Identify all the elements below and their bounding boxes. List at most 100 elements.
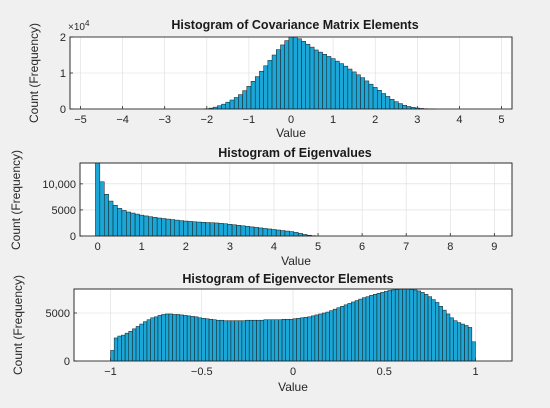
histogram-bar bbox=[303, 317, 308, 362]
axes-frame bbox=[73, 288, 513, 362]
histogram-bar bbox=[139, 323, 144, 362]
histogram-bar bbox=[347, 68, 353, 110]
bars bbox=[95, 162, 317, 237]
histogram-bar bbox=[276, 49, 281, 110]
y-tick-labels: 0 5000 bbox=[46, 308, 70, 368]
x-tick-label: 3 bbox=[227, 241, 233, 253]
histogram-bar bbox=[435, 302, 440, 362]
histogram-bar bbox=[234, 320, 239, 362]
histogram-bar bbox=[267, 228, 273, 237]
chart-title: Histogram of Eigenvalues bbox=[218, 146, 372, 160]
histogram-bar bbox=[263, 65, 269, 110]
histogram-bar bbox=[351, 301, 356, 362]
histogram-bar bbox=[372, 87, 378, 110]
histogram-bar bbox=[143, 215, 149, 237]
histogram-bar bbox=[438, 306, 443, 362]
histogram-bar bbox=[301, 41, 306, 110]
histogram-bar bbox=[314, 314, 319, 362]
histogram-bar bbox=[381, 93, 386, 110]
histogram-bar bbox=[318, 51, 323, 110]
histogram-bar bbox=[259, 319, 265, 362]
x-tick-label: 6 bbox=[359, 241, 365, 253]
histogram-bar bbox=[229, 99, 235, 110]
histogram-bar bbox=[278, 319, 283, 362]
histogram-bar bbox=[322, 54, 328, 110]
y-axis-label: Count (Frequency) bbox=[9, 150, 23, 250]
histogram-bar bbox=[223, 320, 228, 362]
eigenvalue-histogram-panel: Histogram of Eigenvalues 0 1 2 3 4 5 6 7 8 9 0 500… bbox=[9, 146, 513, 268]
histogram-bar bbox=[274, 319, 279, 362]
chart-title: Histogram of Covariance Matrix Elements bbox=[171, 18, 418, 32]
x-tick-label: 8 bbox=[447, 241, 453, 253]
x-tick-label: 1 bbox=[139, 241, 145, 253]
y-tick-label: 5000 bbox=[46, 308, 70, 320]
x-axis-label: Value bbox=[278, 380, 308, 394]
histogram-bar bbox=[175, 314, 181, 362]
y-tick-label: 0 bbox=[70, 231, 76, 243]
x-tick-label: 5 bbox=[315, 241, 321, 253]
histogram-bar bbox=[139, 214, 145, 237]
histogram-bar bbox=[271, 54, 277, 110]
histogram-bar bbox=[355, 74, 361, 110]
x-tick-label: 4 bbox=[456, 114, 462, 126]
x-tick-label: −4 bbox=[116, 114, 129, 126]
histogram-bar bbox=[376, 293, 381, 362]
histogram-bar bbox=[103, 194, 109, 237]
histogram-bar bbox=[201, 318, 206, 362]
histogram-bar bbox=[442, 309, 447, 362]
x-tick-labels: −5 −4 −3 −2 −1 0 1 2 3 4 5 bbox=[74, 114, 504, 126]
histogram-bar bbox=[380, 292, 385, 362]
histogram-bar bbox=[284, 230, 290, 237]
histogram-bar bbox=[117, 335, 122, 362]
histogram-bar bbox=[156, 217, 162, 237]
axes-frame bbox=[69, 36, 513, 110]
x-axis-label: Value bbox=[281, 254, 311, 268]
histogram-bar bbox=[135, 326, 140, 362]
histogram-bar bbox=[227, 320, 232, 362]
histogram-bar bbox=[259, 70, 264, 110]
histogram-bar bbox=[254, 76, 260, 110]
histogram-bar bbox=[336, 307, 341, 362]
histogram-bar bbox=[253, 227, 259, 237]
histogram-bar bbox=[464, 325, 469, 362]
histogram-bar bbox=[457, 322, 462, 362]
histogram-bar bbox=[231, 224, 237, 237]
x-tick-label: 1 bbox=[472, 366, 478, 378]
bars bbox=[204, 36, 437, 110]
histogram-bar bbox=[161, 218, 167, 237]
histogram-bar bbox=[420, 292, 425, 362]
histogram-bar bbox=[297, 38, 302, 110]
histogram-bar bbox=[334, 60, 340, 110]
histogram-bar bbox=[453, 320, 458, 362]
histogram-bar bbox=[208, 318, 213, 362]
histogram-bar bbox=[186, 315, 192, 362]
histogram-bar bbox=[393, 101, 399, 110]
chart-title: Histogram of Eigenvector Elements bbox=[182, 272, 393, 286]
histogram-bar bbox=[446, 313, 451, 362]
histogram-bar bbox=[384, 291, 389, 362]
x-tick-label: −1 bbox=[104, 366, 117, 378]
histogram-bar bbox=[325, 311, 330, 362]
histogram-bar bbox=[354, 300, 359, 362]
histogram-bar bbox=[293, 232, 299, 237]
histogram-bar bbox=[309, 46, 315, 110]
histogram-bar bbox=[377, 90, 382, 110]
y-tick-label: 5000 bbox=[52, 205, 76, 217]
histogram-bar bbox=[225, 101, 231, 110]
histogram-bar bbox=[307, 316, 312, 362]
histogram-bar bbox=[391, 289, 396, 362]
histogram-bar bbox=[126, 211, 131, 237]
histogram-bar bbox=[402, 104, 408, 110]
x-tick-labels: 0 1 2 3 4 5 6 7 8 9 bbox=[95, 241, 498, 253]
histogram-bar bbox=[183, 220, 189, 237]
y-tick-label: 0 bbox=[60, 104, 66, 116]
histogram-bar bbox=[267, 60, 273, 110]
histogram-bar bbox=[394, 289, 400, 362]
y-axis-label: Count (Frequency) bbox=[27, 23, 41, 123]
y-axis-label: Count (Frequency) bbox=[11, 275, 25, 375]
x-tick-label: 0 bbox=[290, 366, 296, 378]
histogram-bar bbox=[424, 294, 429, 362]
histogram-bar bbox=[178, 220, 184, 237]
histogram-bar bbox=[332, 308, 338, 362]
histogram-bar bbox=[343, 304, 349, 362]
